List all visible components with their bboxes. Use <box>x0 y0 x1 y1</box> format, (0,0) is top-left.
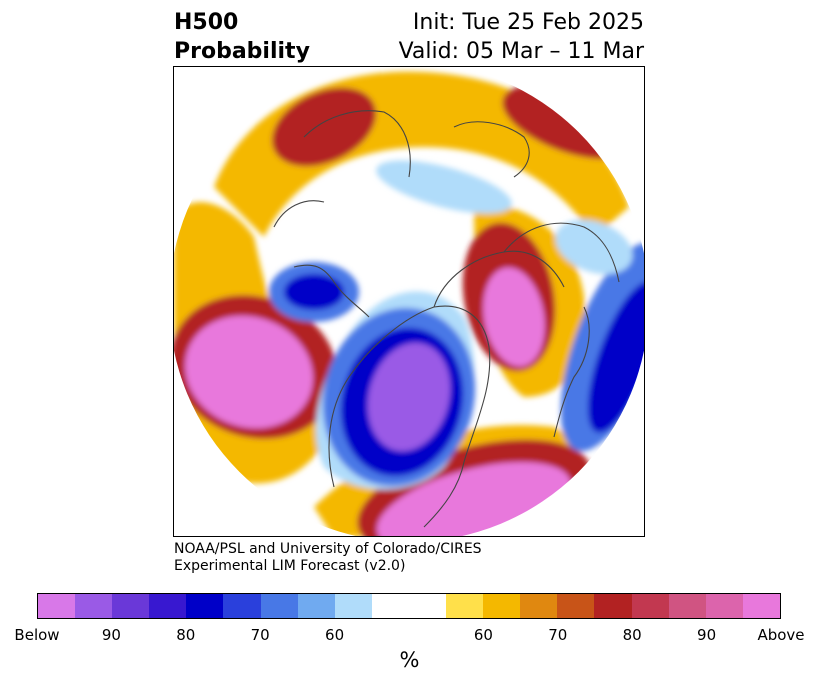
colorbar-swatch <box>371 594 447 618</box>
colorbar-swatch <box>223 594 261 618</box>
title-quantity: Probability <box>174 39 310 64</box>
colorbar-tick-labels: Below 90 80 70 60 60 70 80 90 Above <box>0 626 819 648</box>
colorbar-swatch <box>38 594 76 618</box>
colorbar-swatch <box>186 594 224 618</box>
credit-line-2: Experimental LIM Forecast (v2.0) <box>174 558 406 574</box>
coastline <box>453 121 530 178</box>
credit-line-1: NOAA/PSL and University of Colorado/CIRE… <box>174 541 482 557</box>
colorbar-tick-label: 60 <box>325 626 345 644</box>
colorbar-swatch <box>446 594 484 618</box>
colorbar-swatch <box>668 594 706 618</box>
colorbar-tick-label: 80 <box>622 626 642 644</box>
colorbar-tick-label: Above <box>757 626 805 644</box>
coastline <box>293 264 370 318</box>
colorbar-tick-label: 70 <box>548 626 568 644</box>
probability-colorbar <box>37 593 781 619</box>
credit-block: NOAA/PSL and University of Colorado/CIRE… <box>174 541 482 575</box>
colorbar-tick-label: 80 <box>176 626 196 644</box>
colorbar-swatch <box>631 594 669 618</box>
probability-map <box>173 66 645 537</box>
valid-range: Valid: 05 Mar – 11 Mar <box>398 39 644 64</box>
coastline <box>553 306 590 438</box>
forecast-dates: Init: Tue 25 Feb 2025 Valid: 05 Mar – 11… <box>399 8 644 66</box>
below-arctic-band <box>376 160 512 214</box>
map-title: H500 Probability <box>174 8 310 66</box>
colorbar-swatch <box>112 594 150 618</box>
above-center-europe <box>483 267 545 367</box>
init-date: Init: Tue 25 Feb 2025 <box>412 10 644 35</box>
colorbar-swatch <box>260 594 298 618</box>
below-west-core <box>284 274 344 310</box>
below-east-core <box>587 281 644 433</box>
map-canvas <box>174 67 644 536</box>
colorbar-tick-label: Below <box>14 626 60 644</box>
colorbar-swatch <box>705 594 743 618</box>
colorbar-swatch <box>483 594 521 618</box>
colorbar-tick-label: 70 <box>250 626 270 644</box>
colorbar-unit: % <box>399 648 420 672</box>
colorbar-swatch <box>149 594 187 618</box>
colorbar-swatch <box>594 594 632 618</box>
colorbar-tick-label: 60 <box>473 626 493 644</box>
coastline <box>503 222 620 283</box>
colorbar-swatch <box>75 594 113 618</box>
colorbar-tick-label: 90 <box>697 626 717 644</box>
coastline <box>303 110 411 178</box>
colorbar-swatch <box>557 594 595 618</box>
colorbar-tick-label: 90 <box>101 626 121 644</box>
colorbar-swatch <box>520 594 558 618</box>
above-center-north <box>272 87 376 167</box>
colorbar-swatch <box>297 594 335 618</box>
above-center-pacific <box>185 315 313 429</box>
title-variable: H500 <box>174 10 239 35</box>
coastline <box>273 200 325 228</box>
coastline <box>328 305 491 528</box>
colorbar-swatch <box>742 594 780 618</box>
below-center-max <box>367 342 451 452</box>
colorbar-swatch <box>334 594 372 618</box>
